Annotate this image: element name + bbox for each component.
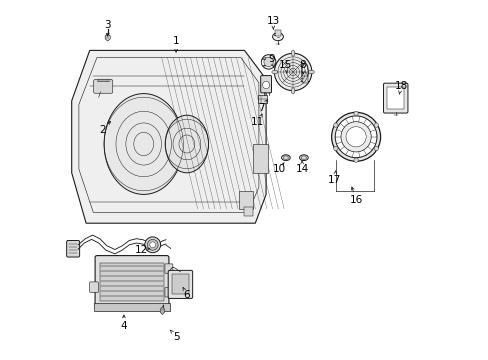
Text: 9: 9 xyxy=(267,54,274,64)
Ellipse shape xyxy=(308,70,314,74)
Ellipse shape xyxy=(261,58,267,66)
Text: 11: 11 xyxy=(251,117,264,127)
Ellipse shape xyxy=(165,115,208,173)
Text: 8: 8 xyxy=(298,60,305,70)
Circle shape xyxy=(262,81,269,89)
Polygon shape xyxy=(105,34,110,41)
Ellipse shape xyxy=(299,155,307,161)
FancyBboxPatch shape xyxy=(164,264,172,273)
Circle shape xyxy=(264,57,273,67)
Bar xyxy=(253,144,267,173)
Ellipse shape xyxy=(301,63,307,81)
Text: 2: 2 xyxy=(99,125,105,135)
Text: 14: 14 xyxy=(295,164,308,174)
FancyBboxPatch shape xyxy=(94,80,113,93)
Circle shape xyxy=(373,147,378,151)
FancyBboxPatch shape xyxy=(89,282,98,292)
Text: 10: 10 xyxy=(272,164,285,174)
Circle shape xyxy=(333,123,337,127)
Circle shape xyxy=(149,242,155,248)
Bar xyxy=(239,191,253,209)
Polygon shape xyxy=(72,50,265,223)
Circle shape xyxy=(274,53,311,91)
FancyBboxPatch shape xyxy=(164,288,172,297)
Text: 16: 16 xyxy=(349,195,362,205)
Text: 1: 1 xyxy=(172,36,179,46)
Circle shape xyxy=(353,158,358,162)
Bar xyxy=(101,263,163,301)
Bar xyxy=(275,30,280,36)
Circle shape xyxy=(373,123,378,127)
FancyBboxPatch shape xyxy=(260,76,271,93)
Text: 5: 5 xyxy=(172,332,179,342)
FancyBboxPatch shape xyxy=(168,270,192,298)
Circle shape xyxy=(147,239,158,250)
Ellipse shape xyxy=(291,88,294,94)
Text: 4: 4 xyxy=(121,321,127,331)
Bar xyxy=(171,274,189,294)
Bar xyxy=(244,207,253,216)
Ellipse shape xyxy=(271,70,277,74)
Ellipse shape xyxy=(104,94,183,194)
Circle shape xyxy=(331,112,380,161)
Circle shape xyxy=(261,55,275,69)
Text: 13: 13 xyxy=(266,16,279,26)
Circle shape xyxy=(353,111,358,116)
Text: 18: 18 xyxy=(394,81,407,91)
Ellipse shape xyxy=(283,156,288,159)
Ellipse shape xyxy=(291,50,294,56)
Text: 3: 3 xyxy=(104,20,111,30)
Polygon shape xyxy=(160,307,164,315)
Ellipse shape xyxy=(281,155,289,161)
Text: 6: 6 xyxy=(183,290,190,300)
Circle shape xyxy=(335,116,376,158)
Circle shape xyxy=(144,237,160,253)
Text: 12: 12 xyxy=(135,245,148,255)
Circle shape xyxy=(346,127,366,147)
Bar xyxy=(386,87,403,109)
Text: 7: 7 xyxy=(258,103,264,113)
Ellipse shape xyxy=(272,33,283,41)
Circle shape xyxy=(340,122,370,152)
Ellipse shape xyxy=(301,156,306,159)
Bar xyxy=(302,76,307,83)
FancyBboxPatch shape xyxy=(95,256,168,306)
FancyBboxPatch shape xyxy=(66,240,80,257)
FancyBboxPatch shape xyxy=(383,83,407,113)
Text: 15: 15 xyxy=(279,60,292,70)
Text: 17: 17 xyxy=(327,175,341,185)
Bar xyxy=(94,303,170,311)
Circle shape xyxy=(333,146,337,150)
Bar xyxy=(257,95,266,103)
